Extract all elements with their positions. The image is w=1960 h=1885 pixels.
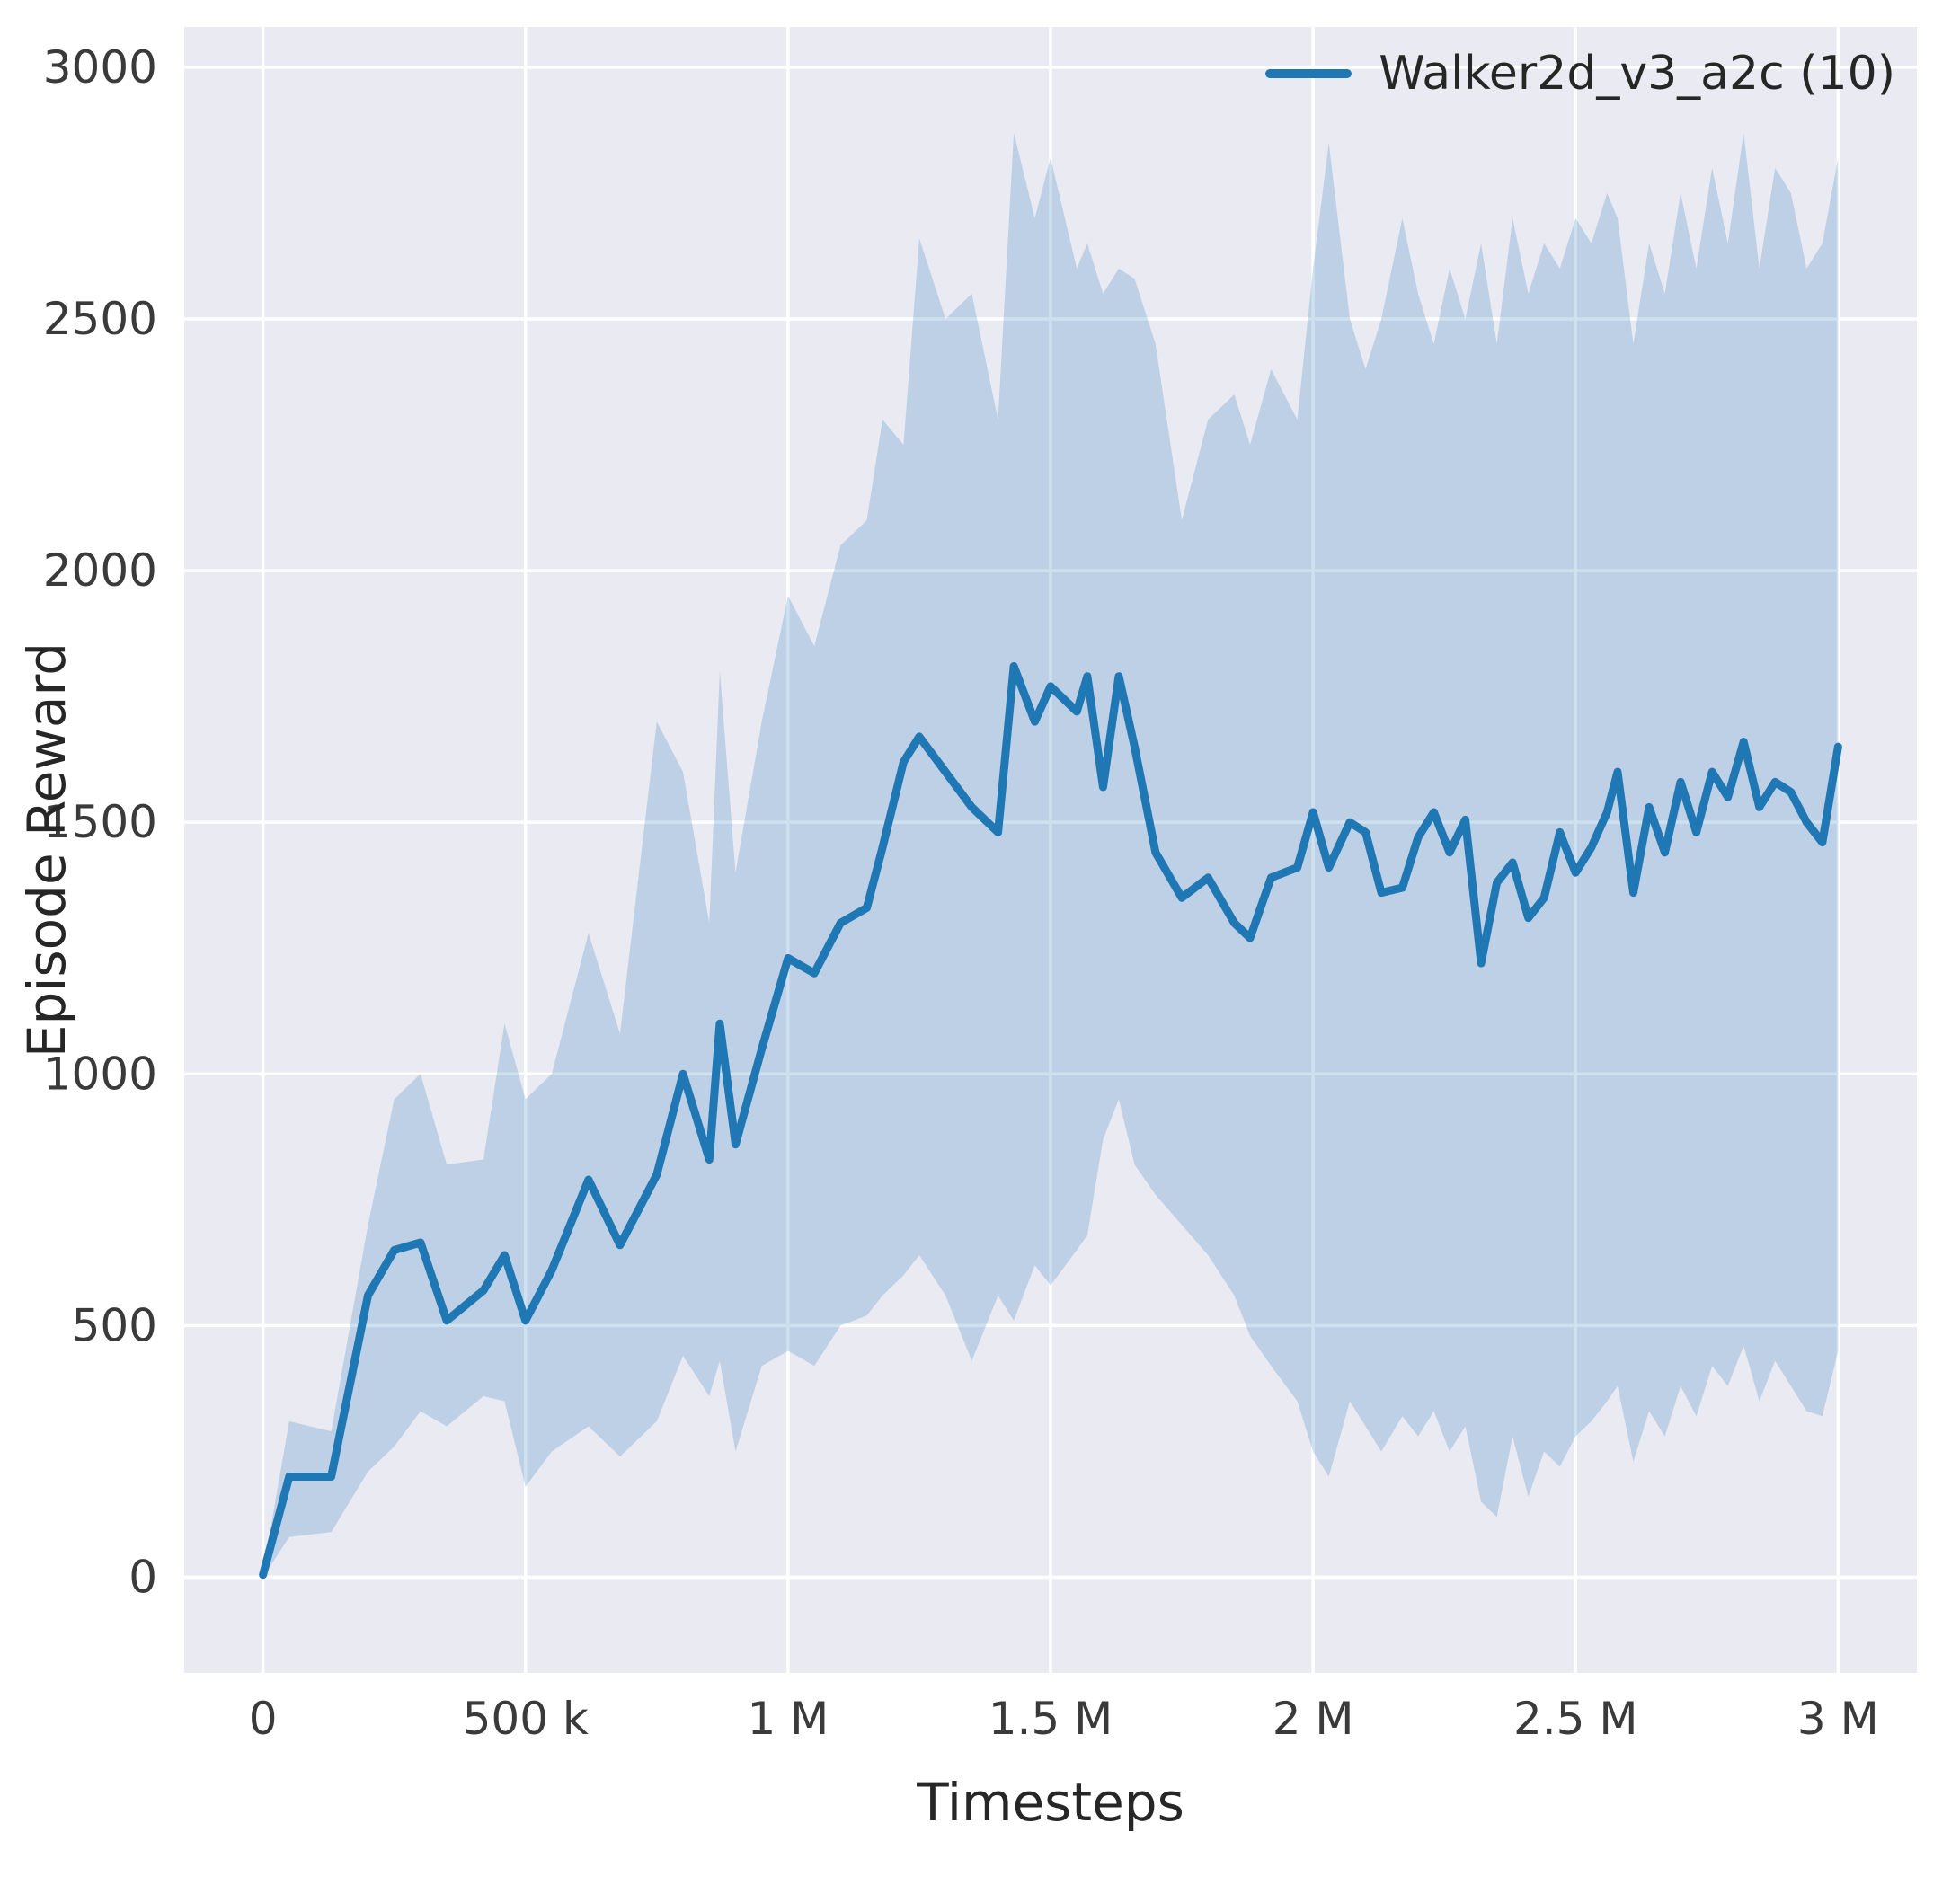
x-tick-label: 1.5 M	[989, 1693, 1113, 1745]
y-tick-label: 0	[129, 1552, 157, 1604]
confidence-band	[262, 132, 1839, 1578]
y-tick-label: 2500	[43, 293, 157, 345]
y-axis-label: Episode Reward	[16, 642, 77, 1058]
x-tick-label: 3 M	[1797, 1693, 1879, 1745]
x-tick-label: 2 M	[1273, 1693, 1354, 1745]
y-tick-label: 2000	[43, 544, 157, 597]
x-tick-label: 2.5 M	[1513, 1693, 1638, 1745]
y-tick-label: 500	[72, 1299, 157, 1351]
mean-line	[259, 662, 1842, 1580]
y-tick-label: 1500	[43, 796, 157, 848]
y-tick-label: 1000	[43, 1048, 157, 1100]
y-tick-label: 3000	[43, 41, 157, 93]
legend-label: Walker2d_v3_a2c (10)	[1379, 47, 1895, 101]
legend: Walker2d_v3_a2c (10)	[1265, 47, 1895, 101]
legend-line-swatch	[1265, 69, 1352, 78]
x-axis-label: Timesteps	[917, 1772, 1184, 1833]
x-tick-label: 500 k	[463, 1693, 589, 1745]
x-tick-label: 1 M	[747, 1693, 829, 1745]
x-tick-label: 0	[249, 1693, 278, 1745]
